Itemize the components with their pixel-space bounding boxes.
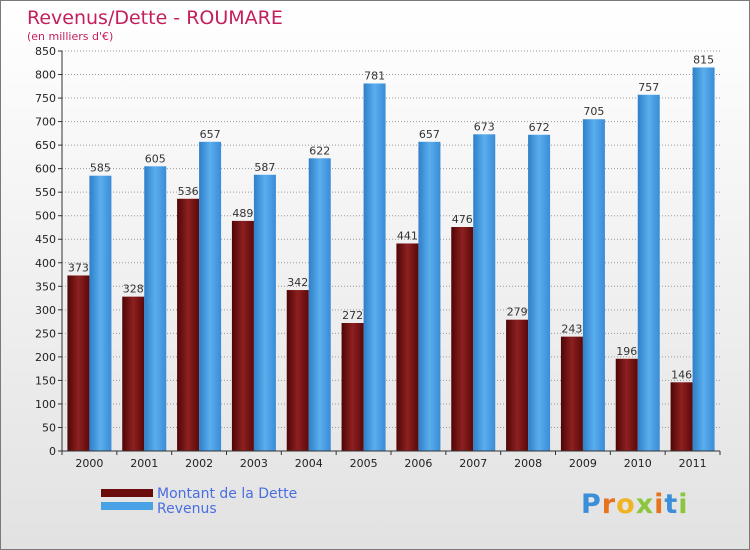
data-label-revenue: 672	[529, 121, 550, 134]
bar-revenue	[473, 134, 496, 451]
logo-letter: i	[654, 489, 665, 520]
data-label-revenue: 757	[638, 81, 659, 94]
bar-revenue	[528, 134, 551, 451]
x-tick-label: 2006	[404, 457, 432, 470]
bar-debt	[341, 323, 364, 451]
data-label-revenue: 673	[474, 120, 495, 133]
bar-revenue	[692, 67, 715, 452]
data-label-debt: 243	[561, 323, 582, 336]
data-label-revenue: 657	[200, 128, 221, 141]
data-label-revenue: 622	[309, 144, 330, 157]
logo-letter: o	[616, 489, 636, 520]
data-label-debt: 441	[397, 229, 418, 242]
data-label-debt: 328	[123, 283, 144, 296]
y-tick-label: 250	[35, 327, 56, 340]
y-tick-label: 50	[42, 421, 56, 434]
bar-revenue	[308, 158, 331, 451]
bar-debt	[177, 198, 200, 451]
logo-letter: x	[635, 489, 655, 520]
data-label-debt: 373	[68, 261, 89, 274]
x-tick-label: 2004	[295, 457, 323, 470]
chart-subtitle: (en milliers d'€)	[27, 30, 114, 43]
data-label-debt: 272	[342, 309, 363, 322]
y-tick-label: 750	[35, 92, 56, 105]
chart-title: Revenus/Dette - ROUMARE	[27, 7, 283, 29]
data-label-debt: 342	[287, 276, 308, 289]
bar-debt	[67, 275, 90, 451]
data-label-debt: 476	[452, 213, 473, 226]
data-label-debt: 279	[507, 306, 528, 319]
bar-revenue	[363, 83, 386, 452]
data-label-debt: 489	[232, 207, 253, 220]
y-tick-label: 0	[49, 445, 56, 458]
y-tick-label: 350	[35, 280, 56, 293]
y-tick-label: 200	[35, 351, 56, 364]
bar-revenue	[582, 119, 605, 451]
bar-debt	[122, 296, 145, 451]
bar-debt	[506, 319, 529, 451]
bar-revenue	[199, 141, 222, 451]
y-tick-label: 500	[35, 210, 56, 223]
data-label-debt: 196	[616, 345, 637, 358]
legend-label-debt: Montant de la Dette	[157, 486, 298, 502]
x-tick-label: 2005	[350, 457, 378, 470]
proxiti-logo: Proxiti	[581, 489, 689, 520]
y-tick-label: 700	[35, 116, 56, 129]
data-label-revenue: 781	[364, 69, 385, 82]
legend-label-revenue: Revenus	[157, 501, 217, 517]
y-tick-label: 100	[35, 398, 56, 411]
bar-debt	[615, 358, 638, 451]
data-label-debt: 536	[178, 185, 199, 198]
y-tick-label: 450	[35, 233, 56, 246]
data-label-revenue: 815	[693, 53, 714, 66]
legend-swatches	[101, 489, 153, 510]
legend-swatch-debt	[101, 489, 153, 497]
logo-letter: P	[581, 489, 602, 520]
x-tick-label: 2009	[569, 457, 597, 470]
data-label-revenue: 587	[254, 161, 275, 174]
x-tick-label: 2000	[75, 457, 103, 470]
bar-debt	[670, 382, 693, 451]
data-label-revenue: 585	[90, 162, 111, 175]
y-tick-label: 600	[35, 163, 56, 176]
y-tick-label: 850	[35, 45, 56, 58]
bar-revenue	[418, 141, 441, 451]
logo-letter: t	[664, 489, 679, 520]
y-tick-label: 800	[35, 69, 56, 82]
bar-debt	[560, 336, 583, 451]
logo-letter: r	[601, 489, 617, 520]
data-label-debt: 146	[671, 368, 692, 381]
x-tick-label: 2001	[130, 457, 158, 470]
x-tick-label: 2002	[185, 457, 213, 470]
bar-revenue	[253, 174, 276, 451]
bar-revenue	[637, 94, 660, 451]
x-tick-label: 2007	[459, 457, 487, 470]
data-label-revenue: 657	[419, 128, 440, 141]
logo-letter: i	[678, 489, 689, 520]
legend-swatch-revenue	[101, 502, 153, 510]
x-tick-label: 2003	[240, 457, 268, 470]
y-tick-label: 400	[35, 257, 56, 270]
bar-revenue	[144, 166, 167, 451]
bar-debt	[286, 290, 309, 451]
y-tick-label: 550	[35, 186, 56, 199]
x-tick-label: 2008	[514, 457, 542, 470]
data-label-revenue: 605	[145, 152, 166, 165]
data-label-revenue: 705	[583, 105, 604, 118]
x-tick-label: 2010	[624, 457, 652, 470]
y-tick-label: 300	[35, 304, 56, 317]
x-tick-label: 2011	[679, 457, 707, 470]
y-tick-label: 150	[35, 374, 56, 387]
bar-debt	[396, 243, 419, 451]
bar-debt	[231, 220, 254, 451]
bar-debt	[451, 227, 474, 451]
y-tick-label: 650	[35, 139, 56, 152]
bar-revenue	[89, 175, 112, 452]
